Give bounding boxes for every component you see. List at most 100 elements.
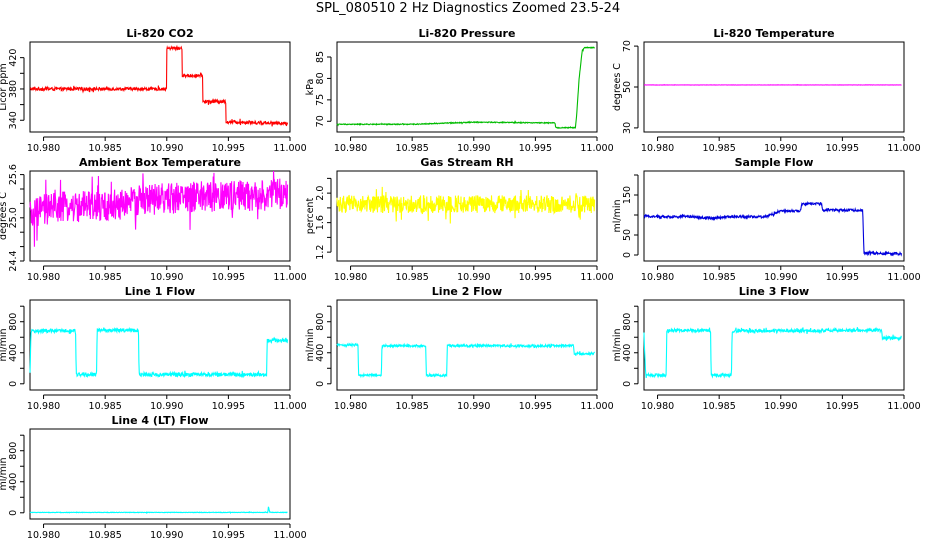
y-axis-title: ml/min [612,199,623,232]
y-tick-label: 400 [8,473,19,491]
series-trace [336,342,595,379]
plot-frame [336,170,598,262]
x-tick-label: 10.980 [641,272,674,283]
plot-frame [643,41,905,133]
panel-title: Gas Stream RH [420,156,513,169]
x-tick-label: 10.985 [703,143,736,154]
y-tick-label: 0 [622,252,633,258]
plot-frame [29,41,291,133]
x-tick-label: 11.000 [273,143,306,154]
x-tick-label: 10.985 [396,143,429,154]
series-trace [336,186,596,224]
panel-title: Sample Flow [735,156,814,169]
y-tick-label: 150 [622,186,633,204]
x-tick-label: 11.000 [273,530,306,540]
chart-panel-8: Line 2 Flow 10.980 10.985 10.990 10.995 11.00… [305,285,614,412]
x-tick-label: 10.985 [89,272,122,283]
x-tick-label: 10.990 [150,530,183,540]
x-tick-label: 10.985 [396,401,429,412]
chart-panel-6: Sample Flow 10.980 10.985 10.990 10.995 11.00… [612,156,921,283]
plot-frame [643,299,905,391]
y-tick-label: 400 [622,344,633,362]
y-axis: 70 75 80 85 [315,51,332,127]
panel-title: Li-820 CO2 [126,27,193,40]
panel-title: Line 1 Flow [125,285,195,298]
x-tick-label: 11.000 [273,401,306,412]
x-tick-label: 10.995 [826,272,859,283]
chart-panel-10: Line 4 (LT) Flow 10.980 10.985 10.990 10.995… [0,414,307,540]
y-axis: 1.2 1.6 2.0 [315,177,332,260]
x-tick-label: 10.980 [27,401,60,412]
plot-frame [29,170,291,262]
x-tick-label: 11.000 [580,401,613,412]
y-axis: 0 50 150 [622,174,639,258]
y-axis-title: kPa [305,79,316,96]
plot-frame [336,41,598,133]
series-trace [29,44,289,127]
y-tick-label: 70 [622,40,633,52]
y-tick-label: 380 [8,80,19,98]
x-tick-label: 10.990 [764,401,797,412]
x-tick-label: 11.000 [580,272,613,283]
y-tick-label: 400 [315,344,326,362]
chart-panel-7: Line 1 Flow 10.980 10.985 10.990 10.995 11.00… [0,285,307,412]
panel-title: Li-820 Temperature [713,27,834,40]
y-tick-label: 800 [8,313,19,331]
x-tick-label: 10.980 [27,272,60,283]
plot-frame [29,428,291,520]
x-tick-label: 10.980 [641,401,674,412]
y-tick-label: 0 [8,381,19,387]
series-trace [643,326,903,379]
y-tick-label: 340 [8,111,19,129]
panel-title: Ambient Box Temperature [79,156,241,169]
series-trace [29,170,289,247]
y-axis: 0 400 800 [622,305,639,387]
x-axis: 10.980 10.985 10.990 10.995 11.000 [334,265,614,283]
y-tick-label: 0 [315,381,326,387]
x-tick-label: 10.995 [519,143,552,154]
x-tick-label: 10.995 [212,143,245,154]
panel-title: Li-820 Pressure [419,27,516,40]
x-tick-label: 11.000 [887,401,920,412]
y-axis: 24.4 25.0 25.6 [8,164,25,272]
y-axis-title: ml/min [0,328,9,361]
y-tick-label: 420 [8,49,19,67]
x-tick-label: 11.000 [273,272,306,283]
x-tick-label: 10.990 [457,143,490,154]
x-tick-label: 11.000 [887,272,920,283]
y-tick-label: 0 [622,381,633,387]
x-tick-label: 10.990 [150,272,183,283]
y-axis-title: degrees C [612,63,623,111]
y-axis: 0 400 800 [8,434,25,516]
page-title: SPL_080510 2 Hz Diagnostics Zoomed 23.5-… [315,1,621,16]
x-tick-label: 10.980 [27,143,60,154]
y-tick-label: 800 [8,442,19,460]
plot-frame [29,299,291,391]
x-axis: 10.980 10.985 10.990 10.995 11.000 [27,265,307,283]
y-tick-label: 24.4 [8,250,19,271]
panel-title: Line 4 (LT) Flow [112,414,209,427]
x-axis: 10.980 10.985 10.990 10.995 11.000 [641,265,921,283]
x-tick-label: 10.985 [89,401,122,412]
x-axis: 10.980 10.985 10.990 10.995 11.000 [334,394,614,412]
panel-title: Line 3 Flow [739,285,809,298]
x-tick-label: 10.985 [89,530,122,540]
x-axis: 10.980 10.985 10.990 10.995 11.000 [641,394,921,412]
x-tick-label: 10.990 [764,272,797,283]
y-tick-label: 75 [315,94,326,106]
x-axis: 10.980 10.985 10.990 10.995 11.000 [27,394,307,412]
y-tick-label: 0 [8,510,19,516]
x-tick-label: 10.980 [334,401,367,412]
y-tick-label: 400 [8,344,19,362]
x-tick-label: 10.980 [334,272,367,283]
series-trace [29,506,288,515]
x-tick-label: 10.990 [764,143,797,154]
y-axis-title: percent [305,198,316,235]
series-trace [29,326,289,379]
x-tick-label: 10.990 [457,272,490,283]
x-tick-label: 10.995 [519,272,552,283]
y-tick-label: 50 [622,229,633,241]
y-axis-title: Licor ppm [0,63,9,110]
